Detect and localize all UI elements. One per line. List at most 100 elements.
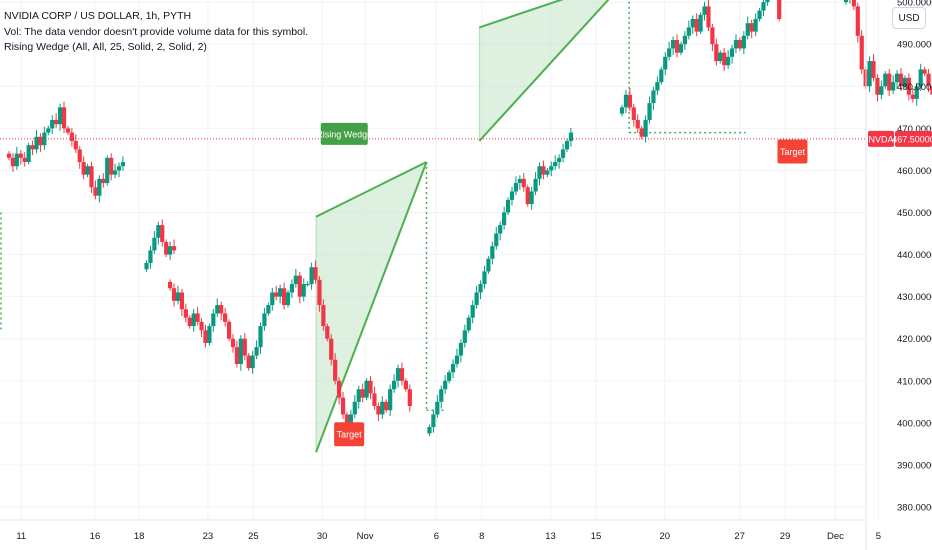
y-tick-label: 450.00000 [897, 208, 932, 219]
candle [238, 335, 243, 371]
candle-body [101, 178, 106, 184]
candle-body [470, 305, 475, 318]
candle-body [171, 246, 177, 251]
target-label[interactable]: Target [777, 139, 808, 164]
candle [879, 80, 884, 100]
candle [525, 184, 530, 207]
candle-body [69, 132, 74, 141]
candle-body [682, 35, 687, 45]
candle [120, 156, 126, 171]
candle [639, 125, 644, 140]
candle [399, 362, 405, 386]
candle [875, 74, 880, 102]
candle [891, 75, 896, 95]
candle [513, 176, 519, 196]
candle [898, 67, 904, 91]
candle-body [266, 305, 271, 314]
candle-body [274, 292, 279, 297]
candle-body [447, 372, 452, 381]
candle-body [321, 305, 326, 327]
candle-body [215, 305, 220, 314]
candle [234, 340, 240, 368]
candle [116, 162, 122, 178]
candle [498, 221, 503, 241]
candle [718, 50, 723, 64]
candle-body [855, 6, 860, 36]
candle-body [714, 44, 719, 62]
candle-body [643, 119, 648, 137]
candle [199, 318, 204, 338]
candle-body [364, 380, 369, 398]
candle-body [10, 157, 16, 167]
candle-body [859, 35, 864, 70]
x-tick-label: 20 [659, 531, 670, 542]
candle-body [179, 292, 185, 310]
candle-body [887, 73, 892, 91]
price-badge-value-box [895, 130, 932, 147]
candle [671, 36, 676, 56]
candle-body [891, 82, 896, 91]
candle-body [270, 292, 275, 306]
candle-body [38, 136, 43, 146]
candle [855, 2, 860, 43]
candle [698, 12, 703, 35]
candle-body [749, 23, 754, 32]
candle [85, 163, 90, 178]
candle [690, 15, 695, 35]
candle [733, 34, 739, 54]
candle [431, 409, 436, 433]
candle [22, 152, 27, 167]
candle-body [726, 56, 731, 66]
candle [274, 285, 279, 301]
candle-body [6, 153, 12, 158]
candle [14, 146, 19, 170]
candle [148, 245, 153, 269]
candle [179, 288, 185, 317]
candle-body [65, 128, 71, 133]
candle-body [329, 338, 334, 360]
x-tick-label: 15 [591, 531, 602, 542]
candle [655, 76, 660, 96]
candle [42, 126, 47, 150]
candle [439, 385, 444, 409]
candle [360, 383, 365, 403]
candle-body [77, 149, 82, 163]
target-label[interactable]: Target [334, 422, 365, 447]
candle-body [57, 107, 63, 125]
pattern-label[interactable]: Rising Wedge [316, 122, 372, 145]
x-tick-label: Dec [827, 531, 844, 542]
candle [73, 134, 78, 153]
indicator-title[interactable]: Rising Wedge (All, All, 25, Solid, 2, So… [4, 41, 207, 53]
candle [215, 298, 220, 318]
candle [305, 281, 310, 287]
currency-button[interactable]: USD [892, 7, 926, 29]
candle-body [545, 170, 550, 175]
candle [168, 279, 173, 291]
chart-legend: NVIDIA CORP / US DOLLAR, 1h, PYTH Vol: T… [4, 9, 308, 56]
candle [407, 384, 412, 412]
candle [171, 283, 177, 307]
candle-body [698, 14, 703, 32]
candle [321, 299, 326, 331]
candle [293, 268, 298, 288]
wedge-upper-line [315, 161, 427, 218]
candle [313, 260, 318, 284]
y-tick-label: 400.00000 [897, 418, 932, 429]
candle [537, 162, 542, 186]
candle [191, 308, 196, 332]
candle-body [333, 359, 338, 381]
candle [427, 424, 432, 436]
candle [203, 324, 208, 348]
candle-body [560, 149, 566, 158]
candle [54, 113, 59, 128]
candle-body [18, 153, 23, 158]
candle [557, 154, 562, 169]
target-label-text: Target [337, 430, 363, 440]
candle-body [686, 27, 691, 36]
candle-body [34, 136, 39, 150]
candle [447, 369, 452, 384]
candle-body [718, 52, 723, 62]
candle-body [502, 212, 507, 226]
